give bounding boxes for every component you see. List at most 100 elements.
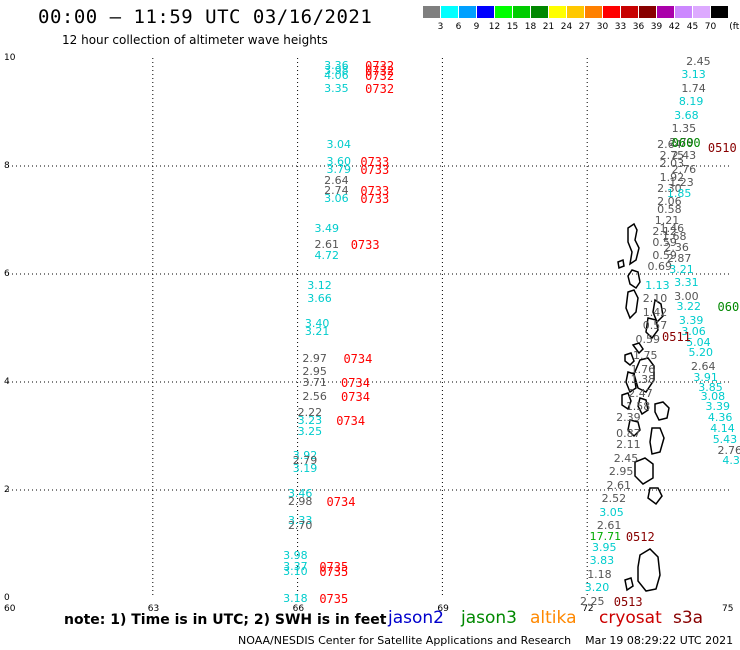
legend-label: 18: [524, 22, 537, 32]
wave-height-value: 2.76: [671, 162, 697, 176]
wave-height-value: 4.30: [722, 454, 740, 468]
credit-line: NOAA/NESDIS Center for Satellite Applica…: [238, 634, 733, 647]
pass-time-label: 0733: [360, 154, 390, 169]
wave-height-value: 3.19: [292, 462, 318, 476]
longitude-label: 69: [437, 604, 449, 614]
legend-swatch: [531, 6, 548, 18]
legend-swatch: [711, 6, 728, 18]
wave-height-value: 3.23: [297, 413, 323, 427]
wave-height-value: 8.19: [678, 95, 704, 109]
wave-height-value: 3.49: [314, 222, 339, 236]
wave-height-value: 2.61: [314, 238, 339, 252]
wave-height-value: 3.79: [326, 162, 352, 176]
legend-swatch: [585, 6, 602, 18]
pass-time-label: 0512: [625, 529, 655, 544]
island-outline: [634, 457, 654, 485]
pass-time-label: 0735: [319, 559, 349, 574]
wave-height-value: 3.68: [674, 108, 699, 122]
legend-label: 45: [686, 22, 699, 32]
wave-height-value: 2.47: [628, 386, 653, 400]
island-outline: [631, 342, 644, 355]
wave-height-value: 2.12: [652, 224, 677, 238]
pass-time-label: 0600: [717, 300, 740, 315]
wave-height-value: 3.98: [283, 548, 308, 562]
legend-swatch: [459, 6, 476, 18]
legend-label: 9: [473, 22, 480, 32]
wave-height-value: 2.97: [302, 351, 327, 365]
pass-time-label: 0734: [326, 494, 356, 509]
wave-height-value: 3.33: [287, 513, 313, 527]
wave-height-value: 3.95: [592, 540, 617, 554]
legend-label: 15: [506, 22, 519, 32]
wave-height-value: 0.57: [642, 319, 668, 333]
pass-time-label: 0735: [319, 565, 349, 579]
wave-height-value: 2.25: [579, 594, 605, 608]
island-outline: [637, 548, 661, 592]
wave-height-value: 3.18: [283, 592, 308, 605]
legend-label: 70: [704, 22, 717, 32]
legend-swatch: [423, 6, 440, 18]
legend-swatch: [477, 6, 494, 18]
wave-height-value: 2.10: [642, 292, 668, 306]
pass-time-label: 0734: [336, 413, 366, 428]
island-outline: [617, 258, 625, 270]
wave-height-value: 2.61: [606, 478, 632, 492]
island-outline: [654, 401, 670, 421]
wave-height-value: 0.69: [647, 259, 673, 273]
wave-height-value: 2.95: [302, 365, 327, 379]
wave-height-value: 4.14: [710, 421, 735, 435]
wave-height-value: 2.03: [659, 157, 685, 171]
wave-height-value: 2.36: [664, 241, 689, 254]
generated-time: Mar 19 08:29:22 UTC 2021: [585, 634, 734, 647]
pass-time-label: 0734: [341, 376, 370, 390]
legend-label: 24: [560, 22, 573, 32]
island-outline: [652, 298, 664, 324]
wave-height-value: 5.43: [712, 432, 738, 446]
wave-height-value: 5.20: [688, 346, 714, 360]
wave-height-value: 1.75: [633, 349, 658, 362]
legend-swatch: [495, 6, 512, 18]
wave-height-value: 3.22: [676, 300, 701, 314]
satellite-label-cryosat: cryosat: [599, 608, 662, 628]
legend-swatch: [675, 6, 692, 18]
wave-height-value: 2.98: [287, 494, 313, 508]
wave-height-value: 3.39: [705, 400, 730, 414]
wave-height-value: 3.83: [589, 554, 615, 568]
wave-height-value: 3.40: [304, 316, 330, 330]
wave-height-value: 3.98: [324, 64, 349, 78]
wave-height-value: 2.87: [666, 251, 692, 265]
pass-time-label: 0734: [343, 351, 373, 366]
wave-height-value: 2.06: [657, 195, 682, 209]
wave-height-value: 2.70: [287, 519, 313, 533]
wave-height-value: 0.59: [652, 249, 677, 263]
wave-height-value: 2.39: [616, 411, 641, 425]
wave-height-value: 1.68: [662, 230, 687, 244]
island-outline: [627, 419, 641, 438]
pass-time-label: 0511: [662, 330, 691, 345]
wave-height-value: 2.22: [297, 405, 323, 419]
pass-time-label: 0734: [341, 389, 370, 404]
map-subtitle: 12 hour collection of altimeter wave hei…: [62, 33, 328, 47]
island-outline: [627, 222, 640, 266]
footer-note: note: 1) Time is in UTC; 2) SWH is in fe…: [64, 612, 387, 628]
island-outline: [624, 352, 635, 367]
wave-height-value: 2.79: [669, 135, 694, 149]
wave-height-value: 2.75: [659, 149, 685, 163]
island-outline: [627, 269, 641, 290]
legend-label: 33: [614, 22, 627, 32]
island-outline: [625, 371, 637, 394]
wave-height-value: 2.52: [601, 492, 627, 506]
latitude-label: 10: [4, 53, 16, 63]
wave-height-value: 2.95: [608, 465, 634, 479]
wave-height-value: 4.06: [324, 69, 349, 83]
wave-height-value: 2.76: [717, 443, 740, 457]
island-outline: [621, 392, 632, 411]
pass-time-label: 0510: [707, 141, 737, 156]
pass-time-label: 0733: [360, 184, 390, 199]
map-title: 00:00 – 11:59 UTC 03/16/2021: [38, 6, 373, 28]
wave-height-value: 2.30: [657, 181, 682, 195]
legend-label: 12: [488, 22, 501, 32]
wave-height-value: 2.61: [596, 519, 622, 533]
wave-height-value: 2.45: [686, 54, 711, 68]
